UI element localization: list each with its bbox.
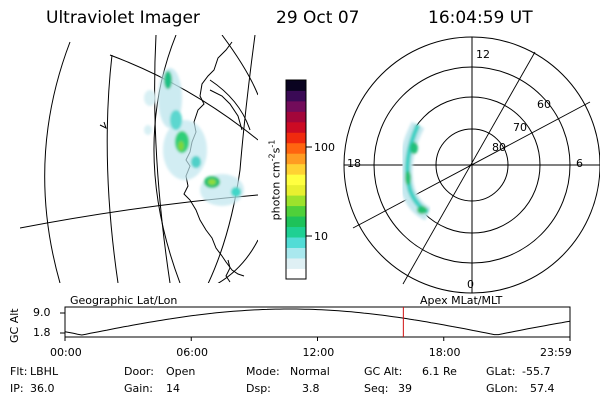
time-tick-label: 18:00 (428, 346, 461, 359)
colorbar-step (286, 111, 306, 123)
colorbar-step (286, 142, 306, 154)
mlt-line-diagonal (352, 101, 591, 229)
lat-label-80: 80 (492, 141, 506, 154)
colorbar-tick-10: 10 (314, 230, 328, 243)
time-tick-label: 06:00 (176, 346, 208, 359)
info-key: Flt: (10, 365, 28, 378)
coastline (225, 259, 231, 283)
colorbar-step (286, 80, 306, 91)
coastline (209, 89, 243, 131)
colorbar-step (286, 153, 306, 165)
map-gridline (209, 79, 251, 131)
info-value: 6.1 Re (422, 365, 457, 378)
colorbar-step (286, 90, 306, 102)
alt-ytick-low: 1.8 (33, 326, 51, 339)
info-key: Seq: (364, 382, 389, 395)
colorbar-step (286, 132, 306, 144)
aurora-emission-geo (144, 68, 244, 206)
colorbar-step (286, 163, 306, 175)
time-axis-ticks (64, 337, 571, 341)
colorbar-step (286, 195, 306, 207)
info-value: 57.4 (530, 382, 555, 395)
lat-label-60: 60 (537, 98, 551, 111)
map-gridline (153, 35, 181, 283)
info-value: Open (166, 365, 196, 378)
colorbar-step (286, 205, 306, 217)
map-gridline (44, 41, 71, 283)
colorbar-step (286, 258, 306, 269)
apex-coordinates-title: Apex MLat/MLT (420, 294, 503, 307)
colorbar-step (286, 216, 306, 228)
info-value: -55.7 (522, 365, 551, 378)
colorbar-steps (286, 80, 306, 280)
colorbar-step (286, 237, 306, 248)
time-tick-label: 12:00 (302, 346, 335, 359)
info-value: Normal (290, 365, 330, 378)
time-tick-label: 23:59 (540, 346, 572, 359)
colorbar (285, 79, 312, 280)
colorbar-tick-100: 100 (314, 141, 335, 154)
colorbar-step (286, 121, 306, 133)
map-gridline (221, 35, 258, 96)
time-tick-label: 00:00 (50, 346, 82, 359)
observation-time: 16:04:59 UT (428, 8, 533, 28)
aurora-emission-polar (398, 121, 432, 221)
colorbar-step (286, 268, 306, 280)
map-gridline (106, 54, 119, 283)
mlt-label-6: 6 (576, 157, 583, 170)
info-value: LBHL (30, 365, 59, 378)
lat-label-70: 70 (513, 121, 527, 134)
info-key: Mode: (246, 365, 280, 378)
info-value: 3.8 (302, 382, 320, 395)
info-key: Door: (124, 365, 154, 378)
info-key: GC Alt: (364, 365, 403, 378)
map-gridline (207, 35, 256, 283)
info-key: Dsp: (246, 382, 271, 395)
colorbar-step (286, 174, 306, 186)
colorbar-step (286, 226, 306, 238)
colorbar-step (286, 247, 306, 259)
info-value: 39 (398, 382, 412, 395)
altitude-plot (60, 306, 571, 341)
info-key: Gain: (124, 382, 153, 395)
colorbar-label: photon cm-2s-1 (267, 139, 283, 221)
colorbar-step (286, 100, 306, 112)
geo-coordinates-title: Geographic Lat/Lon (70, 294, 178, 307)
instrument-title: Ultraviolet Imager (46, 8, 200, 28)
info-value: 14 (166, 382, 180, 395)
map-gridline (154, 35, 171, 283)
mlt-label-18: 18 (347, 157, 361, 170)
mlt-label-12: 12 (476, 48, 490, 61)
mlt-label-0: 0 (467, 278, 474, 291)
alt-ylabel: GC Alt (8, 308, 21, 343)
colorbar-step (286, 184, 306, 196)
info-key: GLat: (486, 365, 516, 378)
geographic-map (20, 35, 258, 283)
map-gridline (217, 239, 258, 283)
polar-plot (343, 36, 600, 294)
info-key: GLon: (486, 382, 518, 395)
altitude-curve (64, 308, 571, 336)
mlt-line-diagonal (402, 51, 536, 285)
info-value: 36.0 (30, 382, 55, 395)
alt-ytick-high: 9.0 (33, 306, 51, 319)
info-key: IP: (10, 382, 24, 395)
coastline (99, 121, 107, 129)
observation-date: 29 Oct 07 (276, 8, 360, 28)
